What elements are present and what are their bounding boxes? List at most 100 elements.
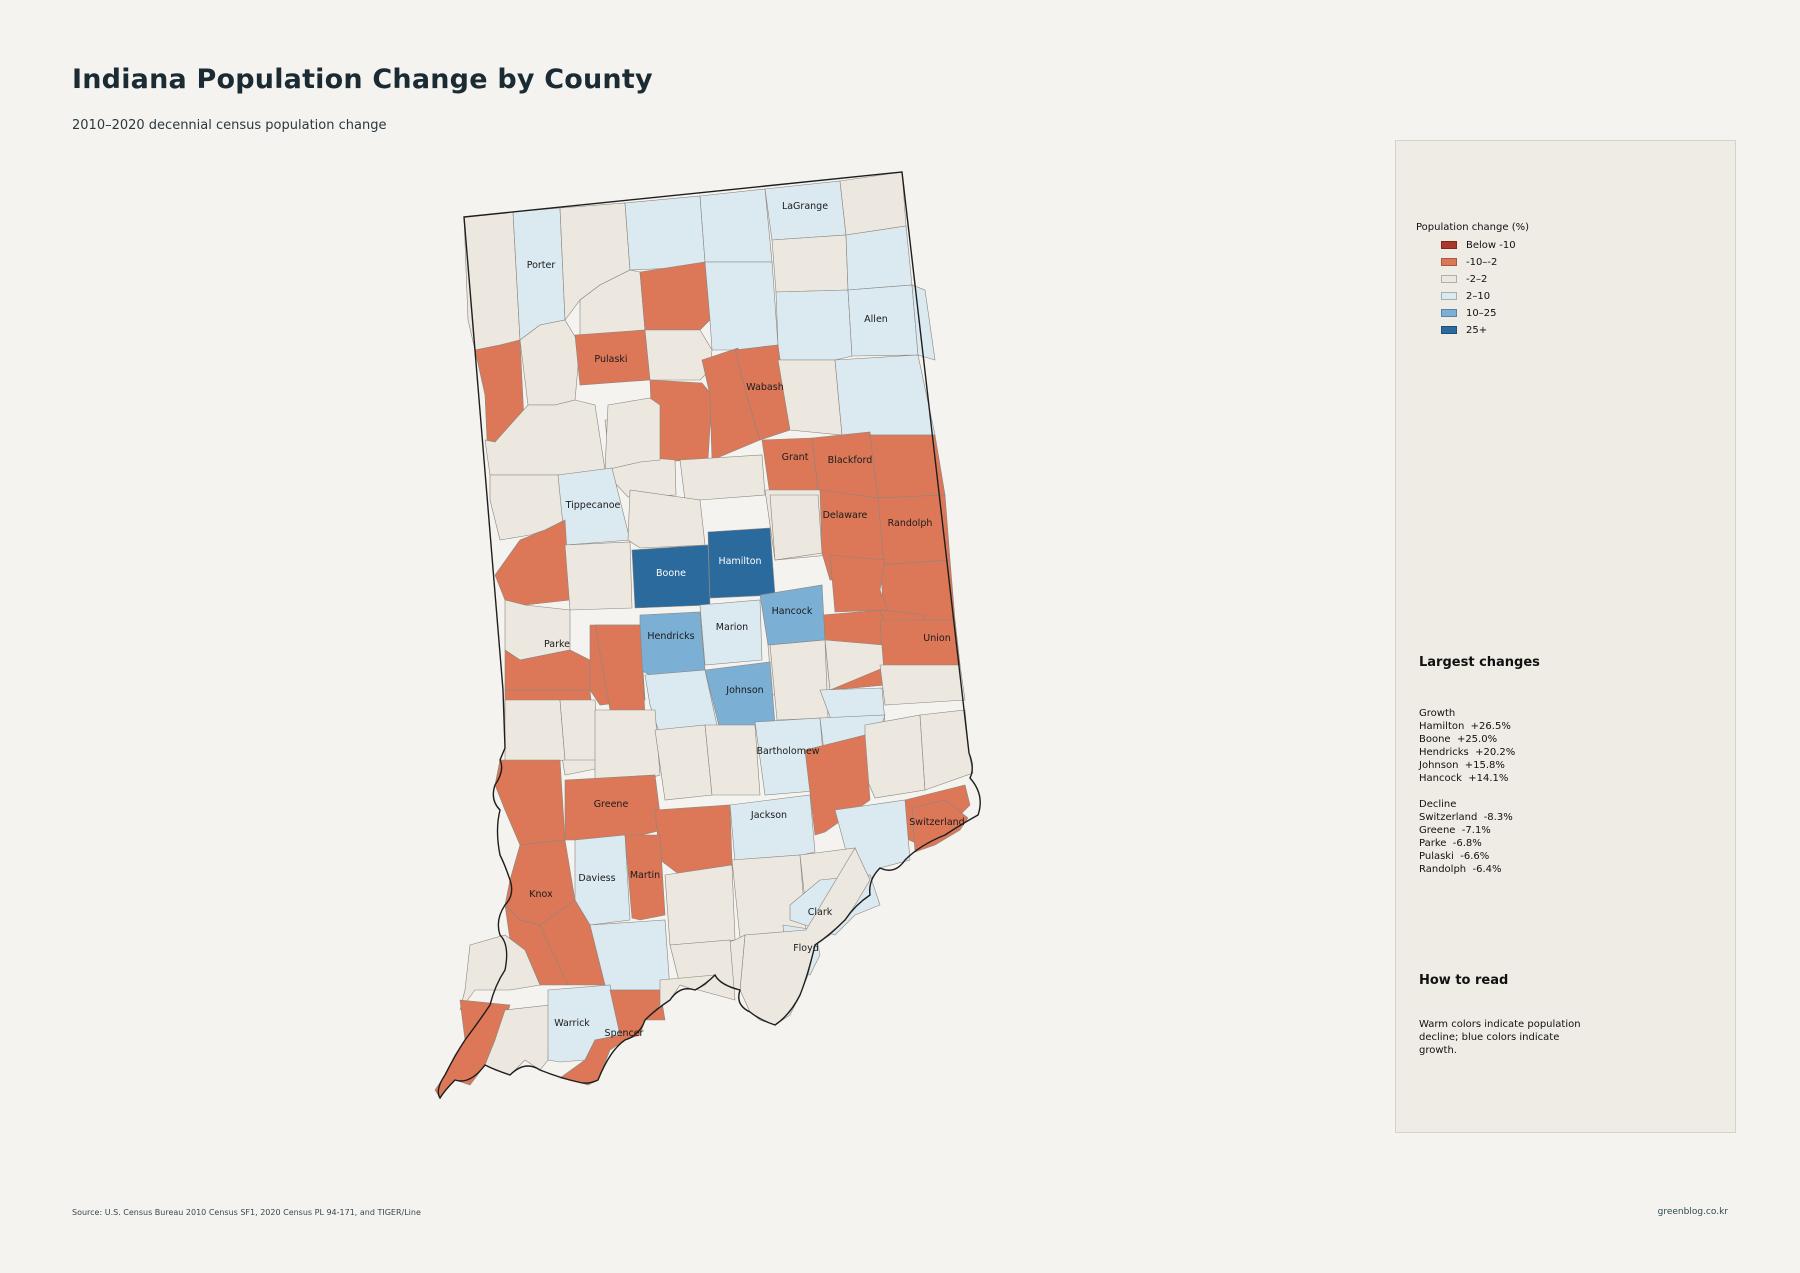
county-label: Porter — [527, 260, 556, 271]
county-label: Martin — [630, 870, 660, 881]
county-shape — [704, 261, 779, 351]
county-label: Knox — [529, 889, 553, 900]
legend-item: 2–10 — [1441, 289, 1490, 303]
county-shape — [771, 234, 849, 293]
growth-item: Johnson +15.8% — [1419, 760, 1505, 771]
map-subtitle: 2010–2020 decennial census population ch… — [72, 118, 387, 133]
legend-label: 10–25 — [1466, 307, 1497, 319]
county-shape — [919, 709, 974, 791]
county-shape — [639, 611, 706, 676]
county-label: Hamilton — [718, 556, 761, 567]
county-shape — [459, 934, 541, 1011]
county-label: Parke — [544, 639, 570, 650]
decline-item: Parke -6.8% — [1419, 838, 1482, 849]
county-label: Johnson — [725, 685, 763, 696]
county-label: Floyd — [793, 943, 819, 954]
county-label: Randolph — [888, 518, 933, 529]
legend-label: -10–-2 — [1466, 256, 1498, 268]
source-note: Source: U.S. Census Bureau 2010 Census S… — [72, 1208, 421, 1217]
county-shape — [761, 437, 819, 496]
county-shape — [834, 354, 936, 436]
county-shape — [624, 195, 706, 271]
county-label: Spencer — [605, 1028, 644, 1039]
county-shape — [504, 599, 571, 661]
legend-item: -10–-2 — [1441, 255, 1497, 269]
legend-label: Below -10 — [1466, 239, 1516, 251]
county-shape — [839, 171, 907, 236]
largest-changes-list: Growth Hamilton +26.5% Boone +25.0% Hendri… — [1419, 707, 1515, 876]
county-label: Delaware — [823, 510, 868, 521]
county-label: Allen — [864, 314, 888, 325]
county-shape — [512, 207, 566, 341]
county-shape — [504, 699, 566, 766]
decline-list: Switzerland -8.3% Greene -7.1% Parke -6.8%… — [1419, 811, 1515, 876]
map-title: Indiana Population Change by County — [72, 64, 653, 95]
county-label: Union — [923, 633, 950, 644]
county-label: Greene — [594, 799, 629, 810]
county-label: Marion — [716, 622, 748, 633]
decline-item: Randolph -6.4% — [1419, 864, 1502, 875]
state-outline — [437, 171, 981, 1100]
legend-item: Below -10 — [1441, 238, 1516, 252]
county-shape — [699, 599, 763, 666]
growth-item: Hendricks +20.2% — [1419, 747, 1516, 758]
county-label: Clark — [808, 907, 833, 918]
growth-item: Hancock +14.1% — [1419, 773, 1509, 784]
county-label: Pulaski — [594, 354, 627, 365]
growth-heading: Growth — [1419, 708, 1456, 719]
county-shape — [729, 794, 816, 863]
county-shape — [624, 834, 666, 921]
county-label: Grant — [782, 452, 809, 463]
county-shape — [654, 724, 713, 801]
county-shape — [654, 804, 733, 876]
county-shape — [679, 454, 766, 501]
county-shape — [734, 344, 791, 441]
how-to-read-title: How to read — [1419, 973, 1509, 988]
county-polygons — [434, 171, 974, 1099]
county-shape — [829, 554, 889, 613]
county-shape — [564, 541, 633, 611]
decline-item: Switzerland -8.3% — [1419, 812, 1513, 823]
credit-link[interactable]: greenblog.co.kr — [1657, 1207, 1728, 1217]
county-label: Blackford — [828, 455, 873, 466]
largest-changes-title: Largest changes — [1419, 655, 1540, 670]
legend-label: -2–2 — [1466, 273, 1488, 285]
county-label: Wabash — [746, 382, 783, 393]
county-shape — [731, 854, 807, 939]
county-shape — [879, 664, 966, 706]
county-label: Bartholomew — [756, 746, 819, 757]
legend-swatch — [1441, 326, 1457, 334]
county-shape — [639, 261, 711, 331]
county-label: Daviess — [578, 873, 615, 884]
county-shape — [463, 211, 521, 351]
legend-swatch — [1441, 309, 1457, 317]
legend-label: 25+ — [1466, 324, 1488, 336]
county-shape — [845, 225, 913, 291]
county-labels: Porter LaGrange Allen Pulaski Wabash Grant Bla… — [527, 201, 965, 1039]
county-shape — [769, 639, 829, 721]
decline-heading: Decline — [1419, 799, 1457, 810]
legend-label: 2–10 — [1466, 290, 1491, 302]
legend-title: Population change (%) — [1416, 222, 1530, 233]
county-shape — [604, 397, 661, 471]
county-label: Jackson — [750, 810, 787, 821]
legend-panel: Population change (%) Below -10 -10–-2 -2–… — [1395, 140, 1736, 1133]
legend-swatch — [1441, 292, 1457, 300]
legend-swatch — [1441, 241, 1457, 249]
growth-list: Hamilton +26.5% Boone +25.0% Hendricks +20… — [1419, 720, 1515, 785]
legend-swatch — [1441, 258, 1457, 266]
legend-swatch — [1441, 275, 1457, 283]
legend-item: 25+ — [1441, 323, 1487, 337]
county-shape — [877, 494, 951, 566]
county-shape — [627, 489, 706, 549]
county-label: Hendricks — [647, 631, 694, 642]
county-label: Boone — [656, 568, 686, 579]
county-label: LaGrange — [782, 201, 828, 212]
decline-item: Greene -7.1% — [1419, 825, 1491, 836]
growth-item: Boone +25.0% — [1419, 734, 1498, 745]
county-label: Hancock — [772, 606, 813, 617]
how-to-read-text: Warm colors indicate population decline;… — [1419, 1019, 1581, 1056]
county-label: Warrick — [554, 1018, 590, 1029]
county-shape — [664, 864, 736, 946]
